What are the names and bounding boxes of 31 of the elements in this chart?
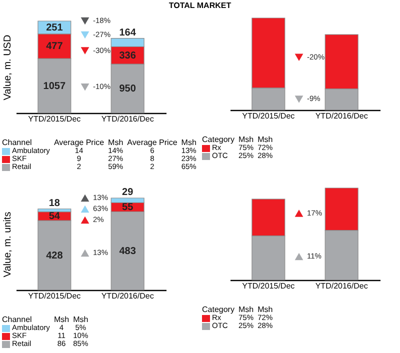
x-tick-label: YTD/2016/Dec — [315, 112, 368, 120]
x-tick-label: YTD/2015/Dec — [242, 282, 295, 290]
x-tick-label: YTD/2016/Dec — [101, 114, 154, 124]
text: Msh Msh — [238, 305, 274, 314]
x-tick-label: YTD/2016/Dec — [101, 292, 154, 300]
legend-title: Category — [202, 305, 236, 314]
data-label: 483 — [119, 246, 136, 257]
data-label: 950 — [119, 84, 136, 95]
text: TOTAL MARKET — [168, 0, 232, 11]
data-label: 477 — [46, 41, 64, 52]
y-axis-title: Value, m. USD — [2, 34, 14, 100]
legend-title: Channel — [2, 138, 33, 147]
x-tick-label: YTD/2015/Dec — [28, 292, 81, 300]
data-label: 55 — [122, 202, 134, 214]
data-label: 1057 — [43, 80, 66, 92]
legend-title: Channel — [2, 315, 33, 324]
text: Msh Msh — [238, 135, 274, 144]
data-label: 336 — [119, 50, 136, 62]
y-axis-title: Value, m. units — [2, 212, 14, 278]
legend-title: Category — [202, 135, 236, 144]
data-label: 428 — [46, 250, 64, 262]
data-label: 164 — [119, 27, 136, 38]
data-label: 251 — [46, 22, 64, 34]
x-tick-label: YTD/2016/Dec — [315, 282, 368, 290]
x-tick-label: YTD/2015/Dec — [242, 112, 295, 120]
data-label: 54 — [48, 211, 60, 222]
data-label: 29 — [122, 187, 134, 198]
data-label: 18 — [48, 198, 60, 209]
x-tick-label: YTD/2015/Dec — [28, 114, 81, 124]
text: Msh Msh — [54, 315, 90, 324]
text: Average Price Msh Average Price Msh — [54, 138, 198, 147]
